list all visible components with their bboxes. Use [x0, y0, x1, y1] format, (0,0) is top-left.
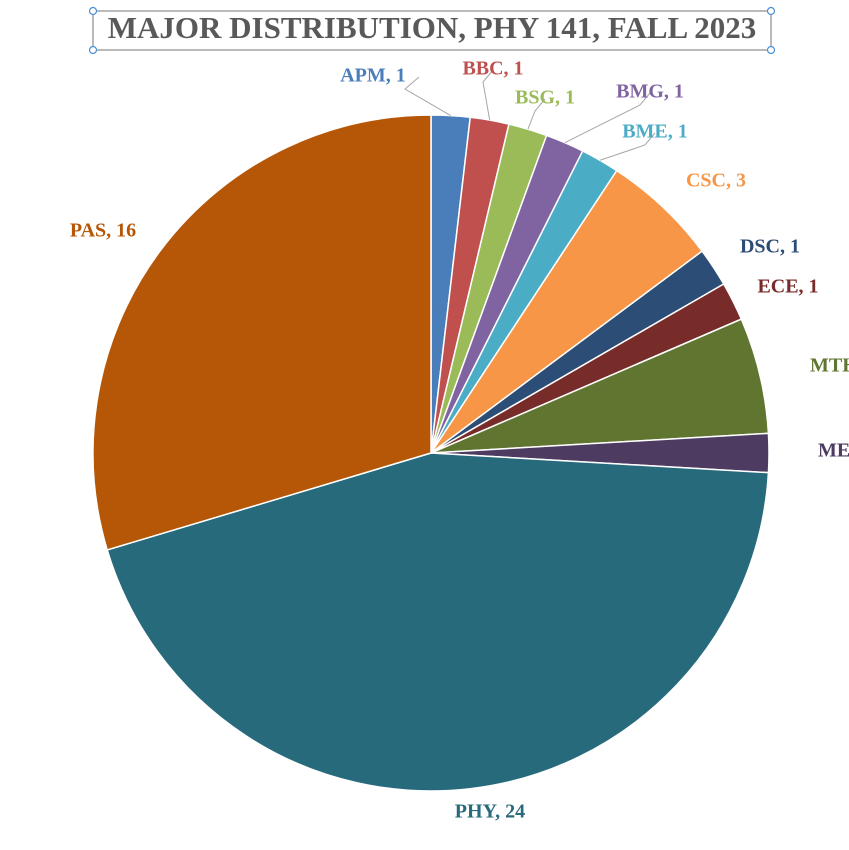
data-labels: APM, 1 BBC, 1 BSG, 1 BMG, 1 BME, 1 CSC, 3 DSC,… [70, 58, 849, 823]
pie [92, 114, 770, 792]
data-label: CSC, 3 [686, 170, 746, 192]
data-label: ECE, 1 [757, 276, 818, 298]
title-handles [88, 6, 776, 55]
handle [88, 45, 98, 55]
data-label: MTH, 3 [810, 355, 849, 377]
data-label: PHY, 24 [455, 801, 525, 823]
leader-lines [404, 69, 656, 161]
data-label: BMG, 1 [616, 81, 684, 103]
data-label: BME, 1 [622, 121, 688, 143]
leader-line [599, 132, 656, 161]
data-label: BSG, 1 [515, 87, 575, 109]
pie-slice [106, 452, 770, 792]
chart-title: MAJOR DISTRIBUTION, PHY 141, FALL 2023 [108, 10, 756, 45]
pie-slice [92, 114, 432, 551]
handle [88, 6, 98, 16]
data-label: ME, 1 [818, 440, 849, 462]
leader-line [564, 92, 651, 144]
title-box [92, 10, 772, 51]
data-label: DSC, 1 [740, 236, 800, 258]
handle [766, 6, 776, 16]
leader-line [482, 69, 494, 121]
leader-line [404, 76, 451, 117]
data-label: PAS, 16 [70, 220, 136, 242]
handle [766, 45, 776, 55]
data-label: BBC, 1 [462, 58, 523, 80]
data-label: APM, 1 [340, 65, 406, 87]
leader-line [527, 98, 546, 130]
